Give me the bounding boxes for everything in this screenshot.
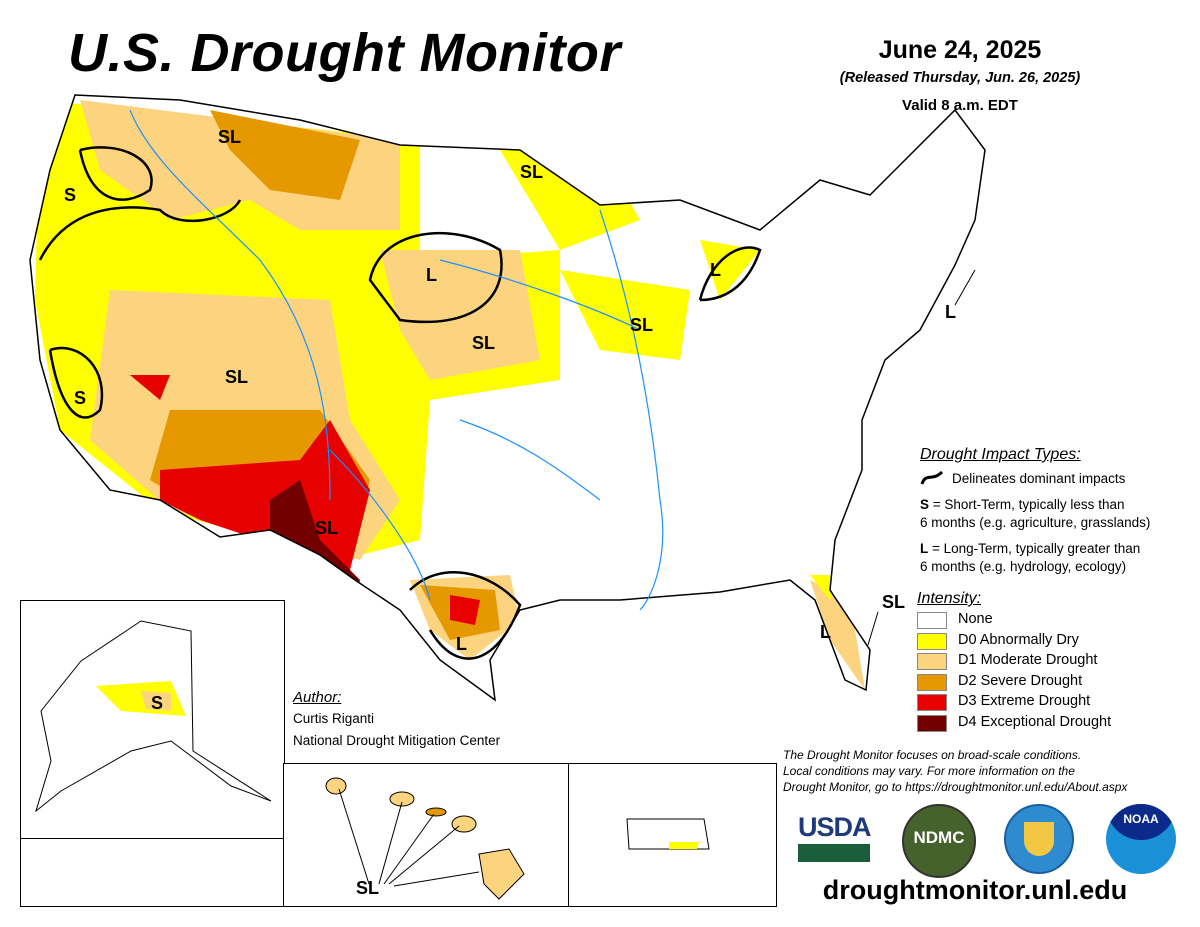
hawaii-inset: SL (283, 763, 570, 907)
map-label-l: L (456, 634, 467, 654)
map-label-s: S (74, 388, 87, 408)
commerce-logo (1004, 804, 1074, 874)
intensity-swatch (917, 612, 947, 629)
boundary-line-icon (920, 470, 944, 485)
disclaimer: The Drought Monitor focuses on broad-sca… (783, 748, 1128, 794)
map-label-s: S (64, 185, 77, 205)
map-label-sl: SL (225, 367, 249, 387)
author-heading: Author: (293, 689, 342, 706)
intensity-swatch (917, 694, 947, 711)
valid-time: Valid 8 a.m. EDT (902, 97, 1018, 114)
map-label-sl: SL (218, 127, 242, 147)
intensity-swatch (917, 653, 947, 670)
author-org: National Drought Mitigation Center (293, 733, 501, 748)
delineates-text: Delineates dominant impacts (952, 471, 1126, 486)
intensity-label: D3 Extreme Drought (958, 693, 1091, 709)
aleutians-inset (20, 838, 285, 907)
impact-boundaries (38, 146, 762, 660)
map-label-l: L (945, 302, 956, 322)
map-label-sl: SL (472, 333, 496, 353)
intensity-heading: Intensity: (917, 590, 982, 607)
intensity-swatch (917, 632, 947, 650)
intensity-label: D2 Severe Drought (958, 672, 1083, 689)
map-label-s: S (151, 693, 164, 713)
author-name: Curtis Riganti (293, 711, 375, 726)
map-label-sl: SL (356, 878, 380, 898)
map-label-sl: SL (520, 162, 544, 182)
long-term-text: L = Long-Term, typically greater than 6 m… (920, 541, 1141, 574)
intensity-label: D1 Moderate Drought (958, 652, 1098, 668)
short-term-text: S = Short-Term, typically less than 6 mon… (920, 497, 1151, 530)
website-url[interactable]: droughtmonitor.unl.edu (822, 875, 1128, 905)
map-label-l: L (820, 622, 831, 642)
map-date: June 24, 2025 (878, 36, 1042, 64)
map-label-l: L (426, 265, 437, 285)
intensity-swatch (917, 714, 947, 732)
map-label-sl: SL (882, 592, 906, 612)
noaa-logo: NOAA (1106, 804, 1176, 874)
release-date: (Released Thursday, Jun. 26, 2025) (839, 70, 1081, 86)
ndmc-logo: NDMC (902, 804, 976, 878)
intensity-label: D0 Abnormally Dry (958, 631, 1079, 648)
intensity-label: D4 Exceptional Drought (958, 713, 1112, 730)
map-title: U.S. Drought Monitor (68, 23, 621, 83)
map-label-sl: SL (315, 518, 339, 538)
puerto-rico-inset (568, 763, 777, 907)
rivers (129, 109, 664, 611)
alaska-inset: S (20, 600, 285, 840)
impact-types-heading: Drought Impact Types: (920, 446, 1081, 463)
map-label-l: L (710, 260, 721, 280)
map-label-sl: SL (630, 315, 654, 335)
usda-logo: USDA (798, 812, 872, 862)
intensity-swatch (917, 673, 947, 691)
intensity-label: None (958, 611, 993, 627)
